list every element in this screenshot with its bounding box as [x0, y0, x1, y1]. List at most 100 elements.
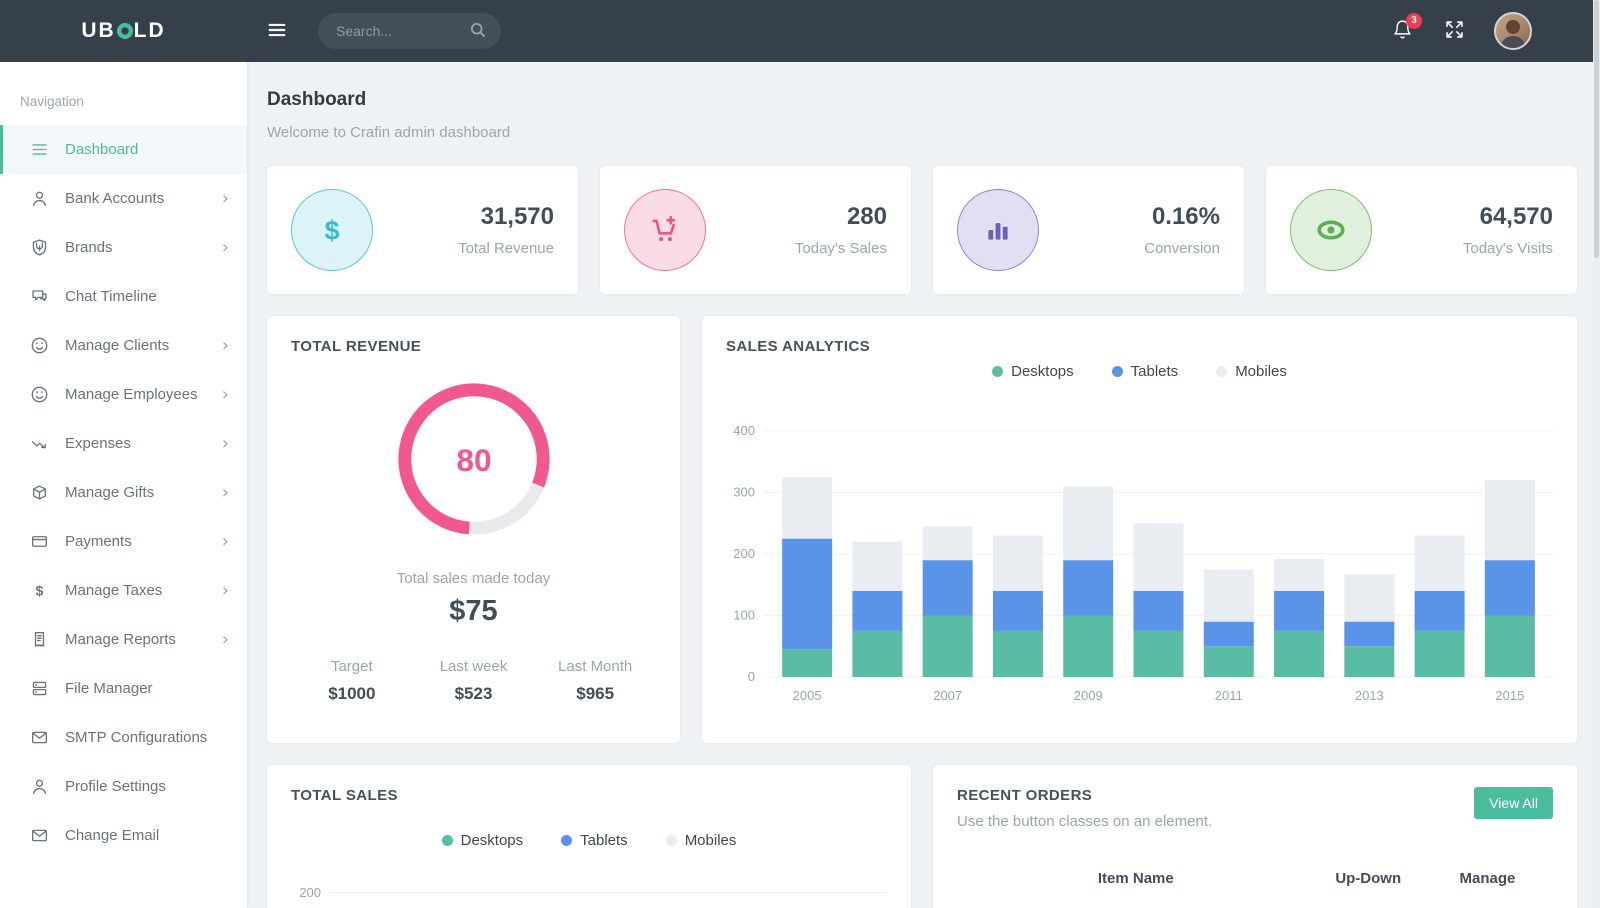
sales-analytics-card: SALES ANALYTICS Desktops Tablets Mobiles… — [702, 316, 1577, 743]
sidebar-item-manage-reports[interactable]: Manage Reports › — [0, 615, 247, 664]
stat-card-today-s-visits: 64,570 Today's Visits — [1266, 166, 1577, 294]
smile-icon — [30, 385, 50, 405]
legend-item-tablets: Tablets — [1111, 363, 1178, 380]
trend-down-icon — [30, 434, 50, 454]
app-logo[interactable]: UB LD — [81, 19, 165, 43]
user-avatar[interactable] — [1494, 12, 1532, 50]
stat-label: Conversion — [1144, 240, 1220, 257]
svg-text:2011: 2011 — [1215, 688, 1243, 703]
sidebar-item-brands[interactable]: Brands › — [0, 223, 247, 272]
sidebar-item-manage-clients[interactable]: Manage Clients › — [0, 321, 247, 370]
smile-icon — [30, 336, 50, 356]
notification-badge: 3 — [1406, 13, 1422, 29]
sidebar-item-manage-taxes[interactable]: $ Manage Taxes › — [0, 566, 247, 615]
svg-text:100: 100 — [733, 608, 755, 623]
revenue-last-month: Last Month $965 — [558, 658, 633, 703]
chevron-right-icon: › — [221, 628, 229, 650]
package-icon — [30, 483, 50, 503]
chevron-right-icon: › — [221, 579, 229, 601]
revenue-footer: Target $1000 Last week $523 Last Month $… — [291, 658, 656, 704]
total-revenue-card: TOTAL REVENUE 80 Total sales made today … — [267, 316, 680, 743]
svg-text:$: $ — [325, 215, 340, 245]
svg-text:2013: 2013 — [1355, 688, 1384, 703]
topbar: UB LD 3 — [0, 0, 1600, 62]
stat-label: Today's Visits — [1462, 240, 1553, 257]
sidebar-item-dashboard[interactable]: Dashboard › — [0, 125, 247, 174]
svg-text:2005: 2005 — [793, 688, 822, 703]
gridline — [329, 892, 887, 893]
chevron-right-icon: › — [221, 383, 229, 405]
legend-dot-icon — [992, 366, 1004, 377]
revenue-donut-chart: 80 — [291, 375, 656, 548]
chevron-right-icon: › — [221, 187, 229, 209]
chevron-right-icon: › — [221, 236, 229, 258]
logo-o-icon — [116, 23, 133, 39]
avatar-photo — [1500, 20, 1526, 48]
logo-area: UB LD — [0, 19, 247, 43]
menu-toggle-button[interactable] — [260, 13, 294, 50]
svg-text:$: $ — [36, 583, 44, 599]
total-sales-chart: 200 — [291, 885, 887, 900]
notifications-button[interactable]: 3 — [1390, 13, 1422, 43]
sidebar-item-manage-gifts[interactable]: Manage Gifts › — [0, 468, 247, 517]
sidebar-item-profile-settings[interactable]: Profile Settings › — [0, 762, 247, 811]
page-title: Dashboard — [267, 89, 367, 110]
stat-label: Total Revenue — [458, 240, 554, 257]
search-icon[interactable] — [469, 21, 487, 39]
sales-analytics-title: SALES ANALYTICS — [726, 338, 871, 355]
sidebar-item-chat-timeline[interactable]: Chat Timeline › — [0, 272, 247, 321]
recent-orders-card: RECENT ORDERS Use the button classes on … — [933, 765, 1577, 908]
y-axis-tick: 200 — [299, 885, 321, 900]
nav-section-label: Navigation — [20, 94, 84, 109]
svg-text:2009: 2009 — [1074, 688, 1103, 703]
total-sales-card: TOTAL SALES Desktops Tablets Mobiles 200 — [267, 765, 911, 908]
total-sales-title: TOTAL SALES — [291, 787, 398, 804]
revenue-target: Target $1000 — [328, 658, 376, 703]
mail-icon — [30, 728, 50, 748]
scrollbar-thumb[interactable] — [1594, 0, 1599, 258]
sidebar-item-file-manager[interactable]: File Manager › — [0, 664, 247, 713]
stats-row: $ 31,570 Total Revenue 280 Today's Sales… — [267, 166, 1577, 294]
legend-item-mobiles: Mobiles — [665, 832, 736, 849]
legend-dot-icon — [1111, 366, 1123, 377]
chat-icon — [30, 287, 50, 307]
sidebar-item-expenses[interactable]: Expenses › — [0, 419, 247, 468]
column-header-item-name: Item Name — [1097, 870, 1174, 887]
stat-card-today-s-sales: 280 Today's Sales — [600, 166, 911, 294]
server-icon — [30, 679, 50, 699]
eye-icon — [1315, 214, 1347, 246]
svg-text:400: 400 — [733, 423, 755, 438]
recent-orders-title: RECENT ORDERS — [957, 787, 1093, 804]
scrollbar-track[interactable] — [1593, 0, 1600, 908]
svg-text:2015: 2015 — [1495, 688, 1524, 703]
legend-dot-icon — [1216, 366, 1228, 377]
expand-icon — [1445, 21, 1463, 38]
search-input[interactable] — [318, 13, 501, 49]
revenue-amount: $75 — [449, 595, 498, 627]
legend-item-mobiles: Mobiles — [1216, 363, 1287, 380]
sidebar-item-payments[interactable]: Payments › — [0, 517, 247, 566]
fullscreen-button[interactable] — [1442, 19, 1466, 43]
stat-value: 31,570 — [480, 203, 554, 230]
logo-text-post: LD — [133, 19, 166, 42]
page-subtitle: Welcome to Crafin admin dashboard — [267, 124, 511, 141]
column-header-manage: Manage — [1459, 870, 1516, 887]
user-icon — [30, 189, 50, 209]
donut-value: 80 — [456, 442, 491, 478]
svg-text:2007: 2007 — [933, 688, 962, 703]
legend-item-desktops: Desktops — [992, 363, 1074, 380]
sidebar-item-bank-accounts[interactable]: Bank Accounts › — [0, 174, 247, 223]
sidebar-item-smtp-configurations[interactable]: SMTP Configurations › — [0, 713, 247, 762]
view-all-button[interactable]: View All — [1474, 787, 1553, 819]
search-box — [318, 13, 501, 49]
legend-item-tablets: Tablets — [561, 832, 628, 849]
stat-label: Today's Sales — [794, 240, 887, 257]
sidebar-item-change-email[interactable]: Change Email › — [0, 811, 247, 860]
column-header-up-down: Up-Down — [1335, 870, 1402, 887]
sidebar-item-manage-employees[interactable]: Manage Employees › — [0, 370, 247, 419]
shield-icon — [30, 238, 50, 258]
legend-dot-icon — [561, 835, 573, 846]
sidebar: Navigation Dashboard › Bank Accounts › B… — [0, 62, 247, 908]
revenue-last-week: Last week $523 — [439, 658, 508, 703]
dollar-circle-icon: $ — [316, 214, 348, 246]
